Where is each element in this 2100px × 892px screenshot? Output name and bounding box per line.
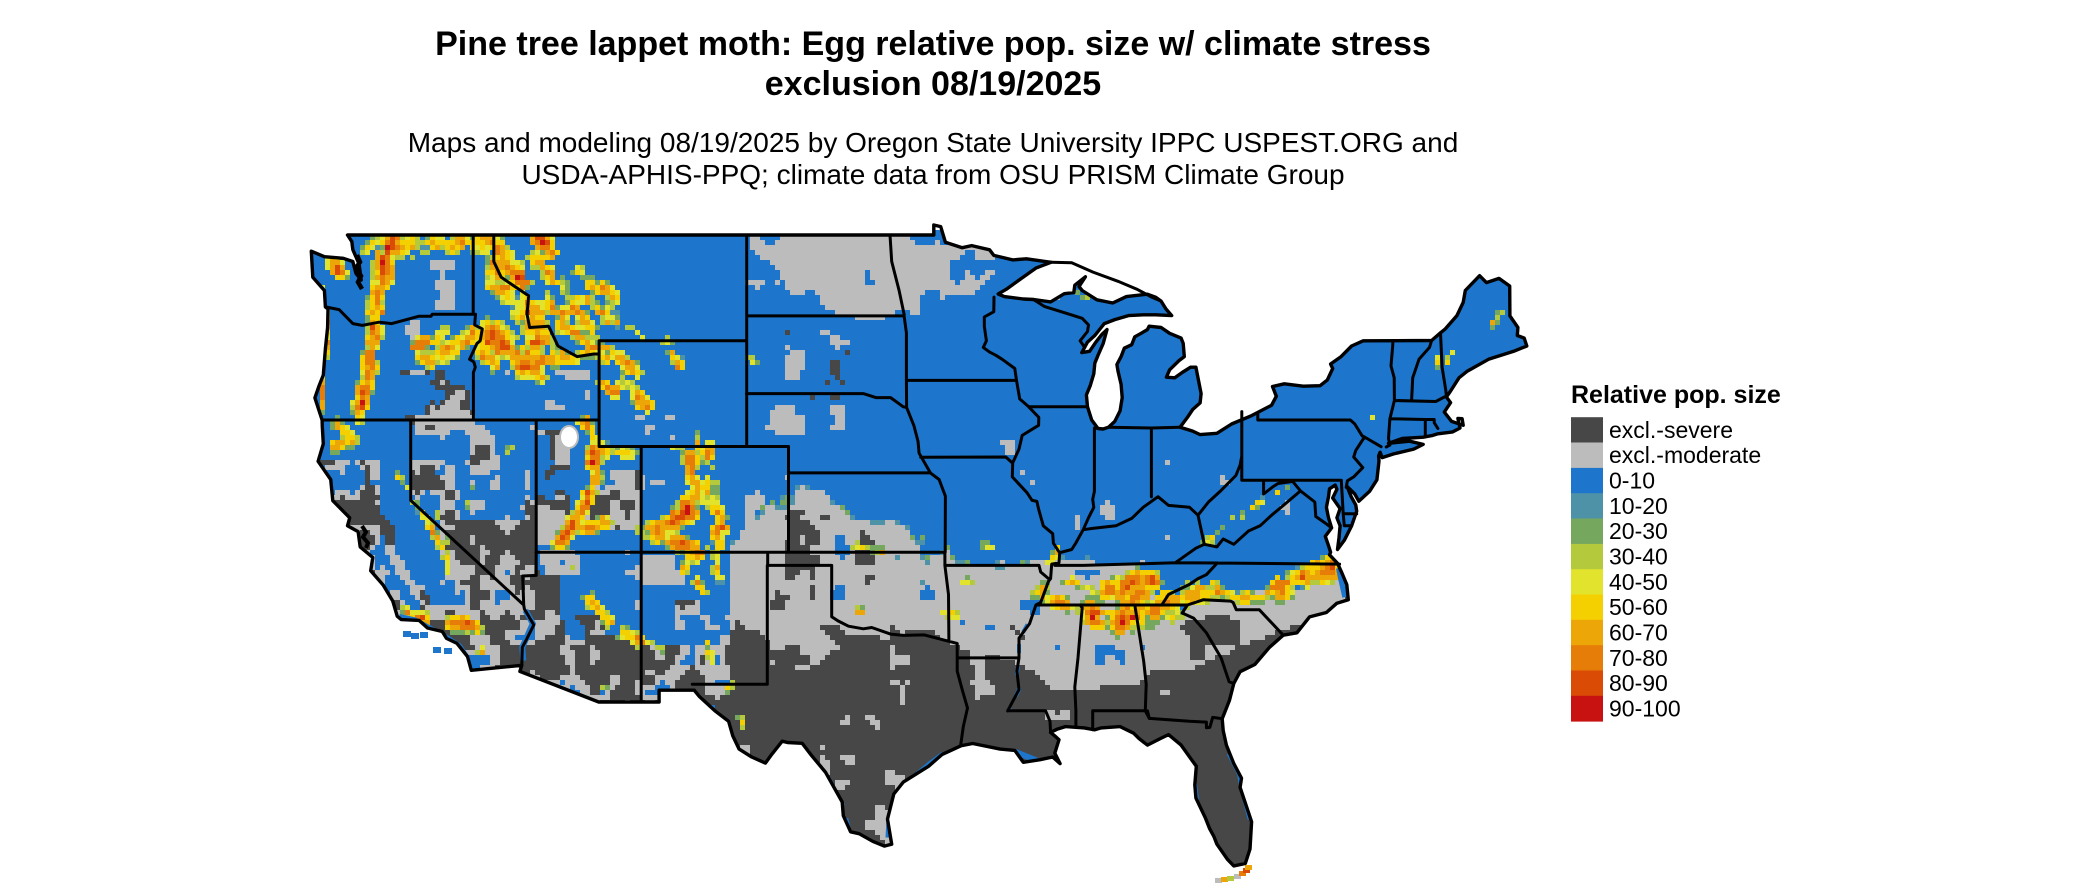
svg-text:60-70: 60-70 — [1609, 620, 1668, 646]
svg-text:USDA-APHIS-PPQ; climate data f: USDA-APHIS-PPQ; climate data from OSU PR… — [521, 159, 1344, 190]
svg-text:40-50: 40-50 — [1609, 569, 1668, 595]
svg-text:30-40: 30-40 — [1609, 544, 1668, 570]
svg-text:excl.-moderate: excl.-moderate — [1609, 442, 1761, 468]
svg-text:0-10: 0-10 — [1609, 468, 1655, 494]
svg-text:Maps and modeling 08/19/2025 b: Maps and modeling 08/19/2025 by Oregon S… — [408, 127, 1459, 158]
svg-text:70-80: 70-80 — [1609, 645, 1668, 671]
svg-text:Pine tree lappet moth: Egg rel: Pine tree lappet moth: Egg relative pop.… — [435, 25, 1431, 63]
svg-text:20-30: 20-30 — [1609, 518, 1668, 544]
svg-text:excl.-severe: excl.-severe — [1609, 417, 1733, 443]
svg-text:50-60: 50-60 — [1609, 594, 1668, 620]
svg-text:10-20: 10-20 — [1609, 493, 1668, 519]
svg-text:90-100: 90-100 — [1609, 696, 1681, 722]
svg-text:80-90: 80-90 — [1609, 670, 1668, 696]
svg-text:Relative pop. size: Relative pop. size — [1571, 381, 1781, 409]
svg-text:exclusion 08/19/2025: exclusion 08/19/2025 — [765, 65, 1101, 103]
